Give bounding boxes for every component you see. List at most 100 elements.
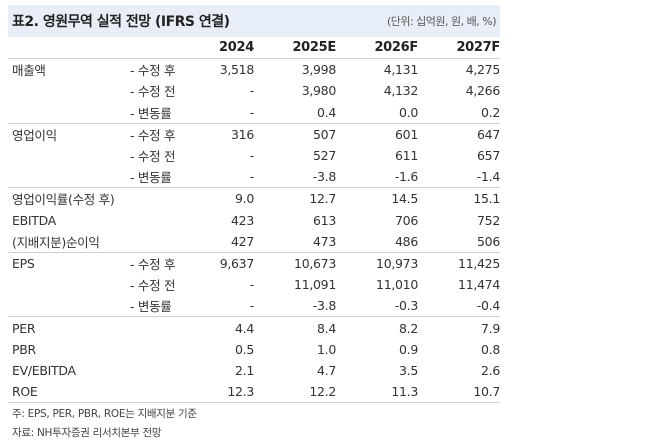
cell-value: 506 — [477, 233, 500, 249]
cell-value: 3.5 — [399, 362, 418, 378]
cell-value: 10.7 — [473, 384, 500, 400]
cell-value: 601 — [395, 126, 418, 142]
cell-value: 11.3 — [391, 384, 418, 400]
unit-label: (단위: 십억원, 원, 배, %) — [386, 15, 497, 28]
cell-value: 12.2 — [309, 384, 336, 400]
col-header: 2026F — [374, 40, 418, 56]
cell-value: 316 — [231, 126, 254, 142]
row-label — [8, 295, 130, 317]
cell-value: -0.3 — [394, 298, 419, 314]
cell-value: 1.0 — [317, 341, 336, 357]
cell-value: 11,474 — [458, 277, 500, 293]
cell-value: 12.7 — [309, 191, 336, 207]
table-title: 표2. 영원무역 실적 전망 (IFRS 연결) — [12, 14, 230, 30]
row-sublabel — [130, 339, 210, 360]
row-sublabel: - 수정 전 — [130, 84, 176, 100]
row-label: PER — [12, 320, 36, 336]
cell-value: 4,131 — [383, 62, 419, 78]
cell-value: 2.1 — [235, 362, 254, 378]
cell-value: 4.4 — [235, 320, 254, 336]
row-sublabel — [130, 188, 210, 210]
forecast-table-panel: 표2. 영원무역 실적 전망 (IFRS 연결) (단위: 십억원, 원, 배,… — [8, 5, 500, 403]
row-sublabel: - 수정 전 — [130, 278, 176, 294]
row-label — [8, 145, 130, 166]
cell-value: 9.0 — [235, 191, 254, 207]
cell-value: 0.5 — [235, 341, 254, 357]
cell-value: - — [249, 104, 255, 120]
footnote: 주: EPS, PER, PBR, ROE는 지배지분 기준 — [12, 408, 197, 420]
cell-value: 527 — [313, 148, 336, 164]
table-row: EPS - 수정 후 9,637 10,673 10,973 11,425 — [8, 252, 500, 274]
cell-value: 3,980 — [301, 83, 337, 99]
cell-value: 7.9 — [481, 320, 500, 336]
cell-value: 11,091 — [294, 277, 336, 293]
cell-value: 486 — [395, 233, 418, 249]
cell-value: 4,132 — [383, 83, 419, 99]
table-row: PER 4.4 8.4 8.2 7.9 — [8, 316, 500, 339]
cell-value: 0.9 — [399, 341, 418, 357]
cell-value: 9,637 — [219, 255, 255, 271]
table-row: - 변동률 - -3.8 -0.3 -0.4 — [8, 295, 500, 317]
row-sublabel — [130, 210, 210, 231]
table-row: EV/EBITDA 2.1 4.7 3.5 2.6 — [8, 360, 500, 381]
cell-value: 15.1 — [473, 191, 500, 207]
table-row: - 수정 전 - 3,980 4,132 4,266 — [8, 80, 500, 101]
cell-value: 647 — [477, 126, 500, 142]
cell-value: -1.6 — [394, 169, 419, 185]
table-row: - 수정 전 - 527 611 657 — [8, 145, 500, 166]
cell-value: - — [249, 277, 255, 293]
cell-value: 8.4 — [317, 320, 336, 336]
col-header: 2027F — [456, 40, 500, 56]
cell-value: -3.8 — [312, 298, 337, 314]
row-label: 영업이익률(수정 후) — [12, 192, 115, 208]
table-row: - 변동률 - 0.4 0.0 0.2 — [8, 102, 500, 124]
footnotes: 주: EPS, PER, PBR, ROE는 지배지분 기준 자료: NH투자증… — [12, 405, 197, 443]
table-row: EBITDA 423 613 706 752 — [8, 210, 500, 231]
cell-value: 3,518 — [219, 62, 255, 78]
row-label — [8, 274, 130, 295]
row-sublabel: - 변동률 — [130, 105, 172, 121]
row-label — [8, 102, 130, 124]
cell-value: 752 — [477, 212, 500, 228]
table-row: (지배지분)순이익 427 473 486 506 — [8, 231, 500, 253]
cell-value: 657 — [477, 148, 500, 164]
cell-value: 11,425 — [458, 255, 500, 271]
table-row: - 변동률 - -3.8 -1.6 -1.4 — [8, 166, 500, 188]
row-label: EV/EBITDA — [12, 362, 76, 378]
row-sublabel: - 수정 후 — [130, 256, 176, 272]
cell-value: - — [249, 148, 255, 164]
cell-value: -1.4 — [476, 169, 501, 185]
row-label — [8, 80, 130, 101]
cell-value: -0.4 — [476, 298, 501, 314]
table-row: - 수정 전 - 11,091 11,010 11,474 — [8, 274, 500, 295]
cell-value: -3.8 — [312, 169, 337, 185]
row-label: 매출액 — [12, 63, 46, 79]
table-row: 영업이익 - 수정 후 316 507 601 647 — [8, 123, 500, 145]
cell-value: 507 — [313, 126, 336, 142]
row-label: EPS — [12, 255, 35, 271]
cell-value: 0.2 — [481, 104, 500, 120]
table-row: 영업이익률(수정 후) 9.0 12.7 14.5 15.1 — [8, 187, 500, 210]
cell-value: 473 — [313, 233, 336, 249]
cell-value: - — [249, 83, 255, 99]
row-sublabel: - 변동률 — [130, 170, 172, 186]
cell-value: 0.0 — [399, 104, 418, 120]
title-bar: 표2. 영원무역 실적 전망 (IFRS 연결) (단위: 십억원, 원, 배,… — [8, 5, 500, 37]
cell-value: - — [249, 169, 255, 185]
row-sublabel — [130, 360, 210, 381]
row-sublabel — [130, 317, 210, 339]
row-label: EBITDA — [12, 212, 56, 228]
cell-value: 611 — [395, 148, 418, 164]
table-row: PBR 0.5 1.0 0.9 0.8 — [8, 339, 500, 360]
cell-value: 427 — [231, 233, 254, 249]
row-sublabel: - 수정 후 — [130, 127, 176, 143]
row-label — [8, 166, 130, 188]
header-row: 2024 2025E 2026F 2027F — [8, 37, 500, 59]
cell-value: 4.7 — [317, 362, 336, 378]
col-header: 2025E — [292, 40, 336, 56]
row-label: PBR — [12, 341, 36, 357]
row-sublabel: - 수정 전 — [130, 149, 176, 165]
cell-value: 4,275 — [465, 62, 501, 78]
cell-value: 11,010 — [376, 277, 418, 293]
cell-value: 423 — [231, 212, 254, 228]
